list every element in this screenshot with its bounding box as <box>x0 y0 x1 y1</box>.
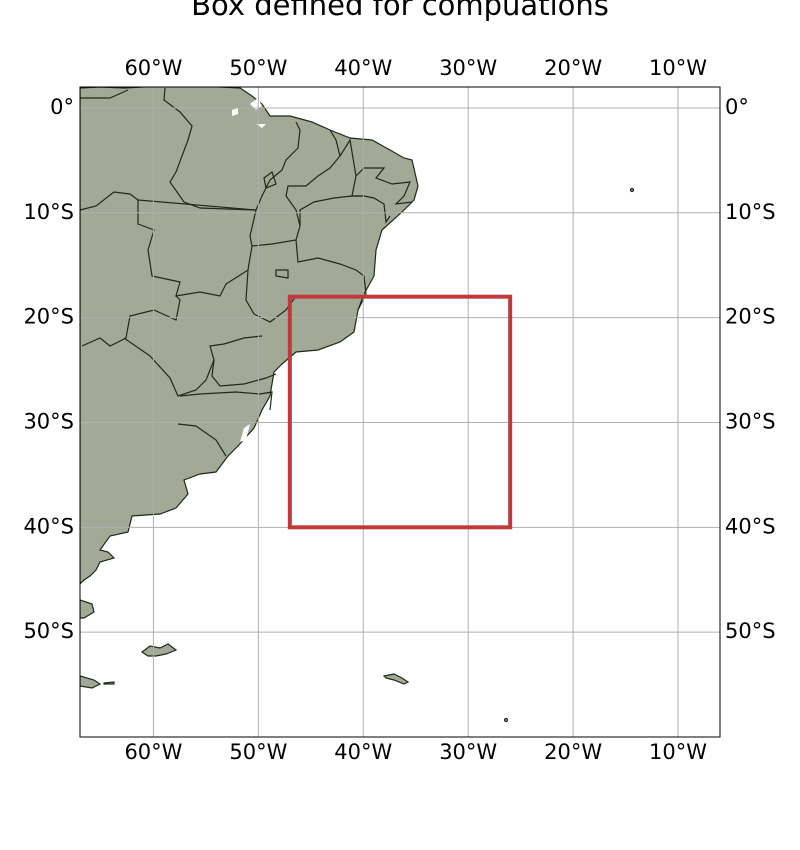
small-island <box>629 187 635 193</box>
south-america-landmass <box>80 87 419 585</box>
map-frame <box>79 86 721 738</box>
lat-tick-label-left: 50°S <box>23 619 74 643</box>
south-georgia-island <box>382 673 410 685</box>
small-island <box>503 717 509 723</box>
lon-tick-label-top: 50°W <box>229 56 287 80</box>
lon-tick-label-top: 10°W <box>649 56 707 80</box>
lat-tick-label-right: 40°S <box>725 514 776 538</box>
lat-tick-label-right: 0° <box>725 95 749 119</box>
lat-tick-label-left: 20°S <box>23 305 74 329</box>
falkland-islands <box>140 643 178 657</box>
lat-tick-label-right: 50°S <box>725 619 776 643</box>
lon-tick-label-top: 60°W <box>124 56 182 80</box>
gridlines <box>80 87 720 737</box>
lon-tick-label-bottom: 10°W <box>649 740 707 764</box>
lat-tick-label-left: 30°S <box>23 409 74 433</box>
lat-tick-label-left: 0° <box>50 95 74 119</box>
lat-tick-label-left: 10°S <box>23 200 74 224</box>
lon-tick-label-bottom: 50°W <box>229 740 287 764</box>
lon-tick-label-bottom: 60°W <box>124 740 182 764</box>
lon-tick-label-bottom: 20°W <box>544 740 602 764</box>
map-title: Box defined for compuations <box>191 0 609 22</box>
lon-tick-label-top: 30°W <box>439 56 497 80</box>
computation-box <box>287 294 513 530</box>
tick-labels: 60°W 60°W 50°W 50°W 40°W 40°W 30°W 30°W 20°W 20°W… <box>23 56 775 764</box>
lat-tick-label-right: 20°S <box>725 305 776 329</box>
state-borders <box>80 87 413 457</box>
lat-tick-label-left: 40°S <box>23 514 74 538</box>
patagonia-landmass <box>80 599 95 619</box>
lat-tick-label-right: 30°S <box>725 409 776 433</box>
small-island <box>103 681 115 685</box>
tierra-del-fuego-landmass <box>80 675 102 689</box>
lon-tick-label-bottom: 30°W <box>439 740 497 764</box>
lon-tick-label-top: 40°W <box>334 56 392 80</box>
lon-tick-label-top: 20°W <box>544 56 602 80</box>
lat-tick-label-right: 10°S <box>725 200 776 224</box>
lon-tick-label-bottom: 40°W <box>334 740 392 764</box>
land-layer <box>80 87 635 723</box>
